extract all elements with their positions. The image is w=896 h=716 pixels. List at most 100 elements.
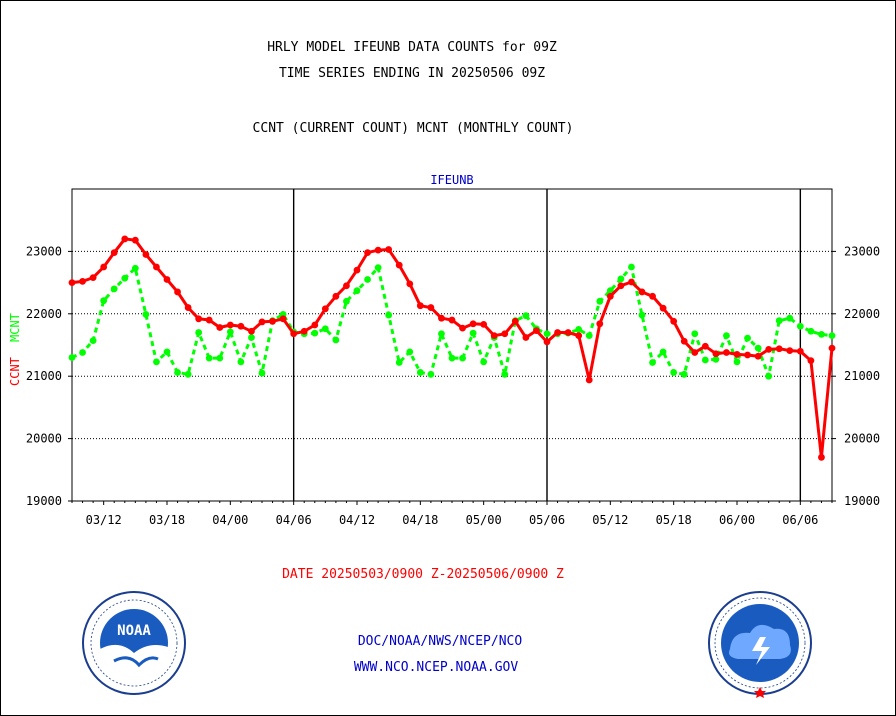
- data-point-ccnt: [490, 332, 498, 340]
- data-point-ccnt: [638, 288, 646, 296]
- data-point-ccnt: [617, 282, 625, 290]
- data-point-ccnt: [628, 278, 635, 286]
- data-point-mcnt: [796, 322, 804, 330]
- data-point-ccnt: [290, 330, 298, 338]
- data-point-ccnt: [796, 347, 804, 355]
- data-point-mcnt: [385, 311, 393, 319]
- data-point-mcnt: [142, 311, 150, 318]
- noaa-logo-icon: NOAA: [82, 591, 186, 695]
- data-point-mcnt: [121, 274, 129, 282]
- data-point-mcnt: [448, 354, 456, 362]
- data-point-mcnt: [501, 370, 509, 378]
- data-point-mcnt: [131, 264, 139, 272]
- data-point-mcnt: [416, 369, 424, 376]
- data-point-mcnt: [807, 327, 815, 335]
- xtick-label: 03/12: [86, 513, 122, 527]
- data-point-ccnt: [575, 332, 583, 340]
- data-point-ccnt: [511, 317, 519, 325]
- data-point-mcnt: [744, 334, 751, 342]
- data-point-mcnt: [628, 263, 635, 271]
- data-point-ccnt: [501, 330, 509, 338]
- data-point-mcnt: [638, 311, 646, 319]
- data-point-mcnt: [723, 332, 730, 340]
- data-point-ccnt: [321, 305, 329, 313]
- data-point-mcnt: [828, 332, 836, 340]
- data-point-mcnt: [332, 336, 340, 344]
- data-point-mcnt: [100, 297, 108, 305]
- data-point-ccnt: [701, 342, 709, 350]
- data-point-ccnt: [353, 266, 361, 274]
- data-point-ccnt: [163, 276, 171, 283]
- ytick-label-left: 23000: [26, 244, 62, 258]
- xtick-label: 05/18: [656, 513, 692, 527]
- data-point-ccnt: [733, 350, 741, 358]
- data-point-ccnt: [258, 318, 266, 326]
- data-point-mcnt: [459, 354, 466, 362]
- chart-title: IFEUNB: [430, 173, 473, 187]
- data-point-mcnt: [438, 330, 445, 338]
- data-point-mcnt: [174, 369, 181, 376]
- xtick-label: 03/18: [149, 513, 185, 527]
- data-point-mcnt: [248, 334, 255, 341]
- x-axis: 03/12 03/18 04/00 04/06 04/12 04/18 05/00 05/06…: [71, 501, 833, 527]
- xtick-label: 04/18: [402, 513, 438, 527]
- data-point-ccnt: [712, 350, 720, 358]
- data-point-mcnt: [522, 312, 530, 320]
- plot-frame: [71, 188, 833, 502]
- data-point-ccnt: [659, 304, 667, 312]
- data-point-mcnt: [163, 348, 171, 356]
- data-point-mcnt: [395, 359, 403, 366]
- data-point-ccnt: [279, 315, 287, 323]
- data-point-mcnt: [321, 325, 329, 333]
- data-point-ccnt: [374, 246, 382, 254]
- footer-url[interactable]: WWW.NCO.NCEP.NOAA.GOV: [354, 660, 519, 675]
- data-point-mcnt: [585, 332, 593, 340]
- data-point-ccnt: [195, 315, 203, 323]
- data-point-mcnt: [754, 344, 762, 352]
- data-point-ccnt: [448, 316, 456, 324]
- ytick-label-left: 20000: [26, 432, 62, 446]
- ytick-label-right: 20000: [844, 432, 880, 446]
- xtick-label: 06/00: [719, 513, 755, 527]
- noaa-logo-text: NOAA: [117, 623, 151, 639]
- data-point-ccnt: [416, 302, 424, 310]
- footer-date-range: DATE 20250503/0900 Z-20250506/0900 Z: [282, 567, 564, 582]
- data-point-ccnt: [100, 263, 108, 271]
- xtick-label: 05/00: [466, 513, 502, 527]
- xtick-label: 05/12: [592, 513, 628, 527]
- data-point-mcnt: [237, 358, 245, 366]
- data-point-mcnt: [712, 355, 720, 363]
- data-point-mcnt: [469, 329, 477, 337]
- header-line3: CCNT (CURRENT COUNT) MCNT (MONTHLY COUNT…: [253, 121, 574, 136]
- data-point-mcnt: [596, 297, 604, 305]
- data-point-ccnt: [765, 345, 773, 353]
- data-point-ccnt: [480, 321, 488, 328]
- data-point-ccnt: [649, 292, 656, 300]
- data-point-ccnt: [691, 349, 699, 356]
- data-point-mcnt: [406, 348, 414, 356]
- data-point-mcnt: [311, 329, 319, 337]
- data-point-mcnt: [765, 372, 773, 380]
- data-point-mcnt: [691, 330, 699, 338]
- data-point-ccnt: [554, 329, 561, 336]
- data-point-ccnt: [723, 349, 730, 356]
- data-point-mcnt: [649, 359, 656, 366]
- footer-org[interactable]: DOC/NOAA/NWS/NCEP/NCO: [358, 634, 523, 649]
- data-point-mcnt: [374, 264, 382, 272]
- ytick-label-right: 23000: [844, 244, 880, 258]
- data-point-ccnt: [216, 324, 224, 331]
- data-point-ccnt: [174, 288, 181, 296]
- data-point-mcnt: [343, 297, 350, 305]
- data-point-ccnt: [522, 334, 530, 341]
- data-point-ccnt: [237, 322, 245, 330]
- data-point-mcnt: [775, 317, 783, 325]
- data-point-ccnt: [153, 263, 160, 271]
- xtick-label: 05/06: [529, 513, 565, 527]
- data-point-mcnt: [543, 330, 551, 338]
- data-point-ccnt: [754, 352, 762, 360]
- header-line2: TIME SERIES ENDING IN 20250506 09Z: [279, 66, 545, 81]
- xtick-label: 04/00: [212, 513, 248, 527]
- ylabel-ccnt: CCNT: [8, 357, 22, 386]
- data-point-ccnt: [786, 347, 794, 355]
